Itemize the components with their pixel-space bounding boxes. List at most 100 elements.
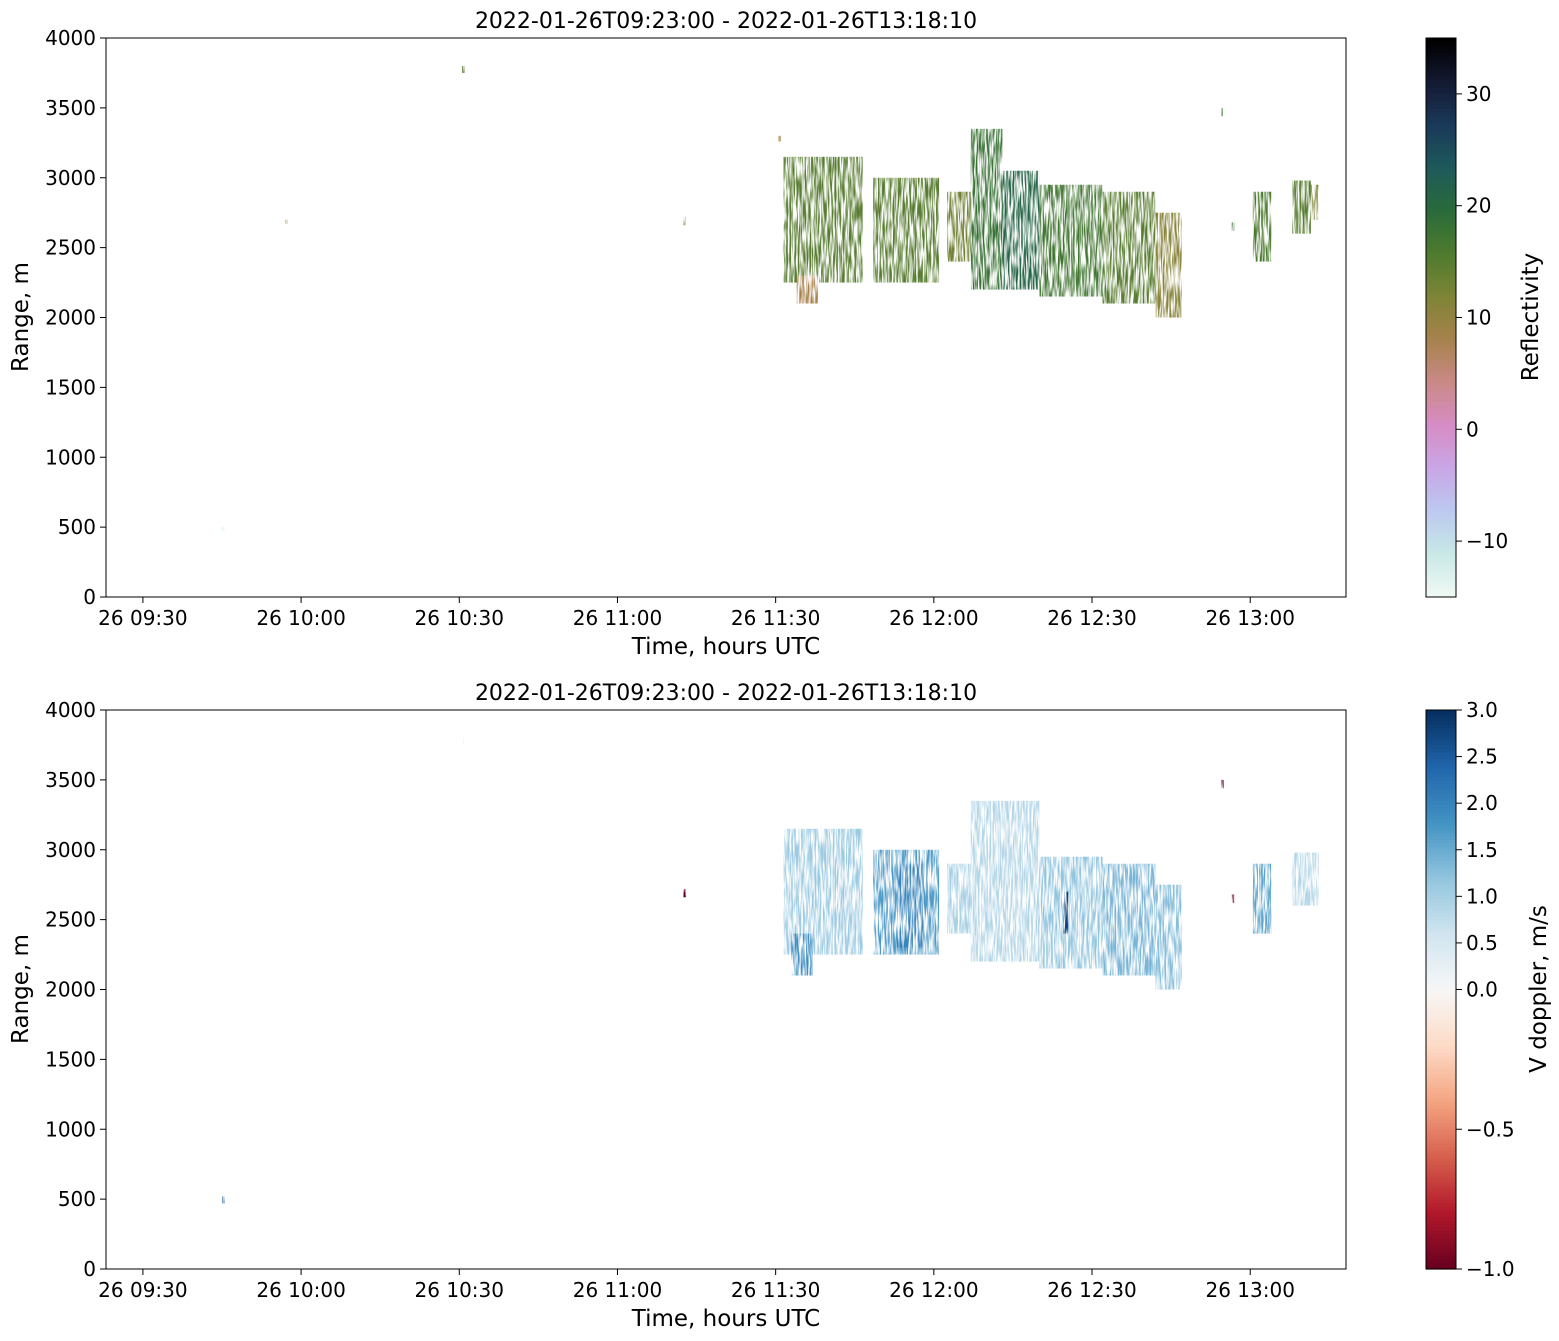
colorbar-gradient-step (1426, 905, 1456, 910)
colorbar-gradient-step (1426, 790, 1456, 795)
colorbar-gradient-step (1426, 272, 1456, 277)
colorbar-gradient-step (1426, 874, 1456, 879)
colorbar-gradient-step (1426, 202, 1456, 207)
colorbar-gradient-step (1426, 877, 1456, 882)
colorbar-gradient-step (1426, 345, 1456, 350)
colorbar-gradient-step (1426, 506, 1456, 511)
colorbar-gradient-step (1426, 891, 1456, 896)
colorbar-gradient-step (1426, 1003, 1456, 1008)
colorbar-gradient-step (1426, 1216, 1456, 1221)
colorbar-gradient-step (1426, 1038, 1456, 1043)
colorbar-gradient-step (1426, 118, 1456, 123)
colorbar-gradient-step (1426, 132, 1456, 137)
colorbar-tick-label: −0.5 (1466, 1117, 1515, 1141)
colorbar-gradient-step (1426, 41, 1456, 46)
y-axis-label: Range, m (8, 934, 34, 1044)
colorbar-gradient-step (1426, 975, 1456, 980)
colorbar-gradient-step (1426, 741, 1456, 746)
colorbar-gradient-step (1426, 1118, 1456, 1123)
colorbar-gradient-step (1426, 373, 1456, 378)
colorbar-gradient-step (1426, 1248, 1456, 1253)
colorbar-gradient-step (1426, 762, 1456, 767)
colorbar-gradient-step (1426, 1066, 1456, 1071)
colorbar-gradient-step (1426, 184, 1456, 189)
colorbar-gradient-step (1426, 1223, 1456, 1228)
colorbar-gradient-step (1426, 1034, 1456, 1040)
colorbar-gradient-step (1426, 1213, 1456, 1218)
colorbar-gradient-step (1426, 251, 1456, 256)
colorbar-gradient-step (1426, 779, 1456, 784)
colorbar-gradient-step (1426, 807, 1456, 812)
colorbar-gradient-step (1426, 776, 1456, 781)
colorbar-gradient-step (1426, 418, 1456, 423)
colorbar-gradient-step (1426, 1017, 1456, 1022)
colorbar-gradient-step (1426, 1101, 1456, 1106)
heatmap-cell (1063, 891, 1069, 934)
colorbar-gradient-step (1426, 93, 1456, 98)
y-tick-label: 2500 (45, 908, 96, 932)
colorbar-gradient-step (1426, 293, 1456, 298)
colorbar-gradient-step (1426, 558, 1456, 563)
colorbar-gradient-step (1426, 453, 1456, 458)
colorbar-gradient-step (1426, 153, 1456, 158)
colorbar-gradient-step (1426, 1076, 1456, 1081)
colorbar-gradient-step (1426, 348, 1456, 354)
colorbar-gradient-step (1426, 1073, 1456, 1078)
colorbar-gradient-step (1426, 460, 1456, 465)
heatmap-cell (873, 177, 940, 283)
heatmap-cell (222, 1196, 225, 1204)
colorbar-gradient-step (1426, 464, 1456, 469)
colorbar-gradient-step (1426, 1024, 1456, 1029)
colorbar-gradient-step (1426, 481, 1456, 486)
colorbar-gradient-step (1426, 590, 1456, 595)
colorbar-gradient-step (1426, 814, 1456, 819)
y-tick-label: 0 (83, 1257, 96, 1281)
colorbar-gradient-step (1426, 992, 1456, 998)
colorbar-gradient-step (1426, 1111, 1456, 1116)
y-tick-label: 4000 (45, 698, 96, 722)
colorbar-gradient-step (1426, 1136, 1456, 1141)
colorbar-gradient-step (1426, 411, 1456, 416)
colorbar-gradient-step (1426, 1031, 1456, 1036)
colorbar-gradient-step (1426, 800, 1456, 805)
heatmap-cells (222, 737, 1319, 1204)
colorbar-gradient-step (1426, 1209, 1456, 1214)
colorbar-gradient-step (1426, 853, 1456, 858)
y-tick-label: 500 (58, 1187, 96, 1211)
colorbar-gradient-step (1426, 881, 1456, 886)
y-tick-label: 2000 (45, 306, 96, 330)
colorbar-gradient-step (1426, 226, 1456, 231)
colorbar-gradient-step (1426, 516, 1456, 521)
colorbar-gradient-step (1426, 146, 1456, 151)
colorbar-gradient-step (1426, 114, 1456, 119)
colorbar-gradient-step (1426, 1244, 1456, 1249)
colorbar-gradient-step (1426, 429, 1456, 434)
colorbar-gradient-step (1426, 1171, 1456, 1176)
colorbar-gradient-step (1426, 174, 1456, 179)
colorbar-gradient-step (1426, 944, 1456, 949)
y-tick-label: 2000 (45, 978, 96, 1002)
colorbar-gradient-step (1426, 317, 1456, 322)
colorbar-gradient-step (1426, 1090, 1456, 1095)
heatmap-cell (1231, 222, 1235, 231)
colorbar-tick-label: −1.0 (1466, 1257, 1515, 1281)
colorbar-gradient-step (1426, 314, 1456, 319)
colorbar-gradient-step (1426, 1178, 1456, 1183)
colorbar-gradient-step (1426, 1150, 1456, 1155)
colorbar-gradient-step (1426, 1167, 1456, 1172)
heatmap-cell (1252, 863, 1272, 934)
colorbar-gradient-step (1426, 369, 1456, 374)
colorbar-gradient-step (1426, 121, 1456, 126)
colorbar-gradient-step (1426, 338, 1456, 343)
colorbar-gradient-step (1426, 72, 1456, 78)
colorbar-gradient-step (1426, 744, 1456, 750)
colorbar-tick-label: −10 (1466, 529, 1508, 553)
colorbar-gradient-step (1426, 579, 1456, 584)
doppler-panel: 2022-01-26T09:23:00 - 2022-01-26T13:18:1… (8, 681, 1552, 1332)
colorbar-gradient-step (1426, 1013, 1456, 1019)
colorbar-gradient-step (1426, 1125, 1456, 1130)
colorbar-gradient-step (1426, 926, 1456, 931)
colorbar-gradient-step (1426, 485, 1456, 490)
x-axis: 26 09:30 26 10:00 26 10:30 26 11:00 26 11:30… (98, 1269, 1295, 1302)
colorbar-gradient-step (1426, 534, 1456, 539)
